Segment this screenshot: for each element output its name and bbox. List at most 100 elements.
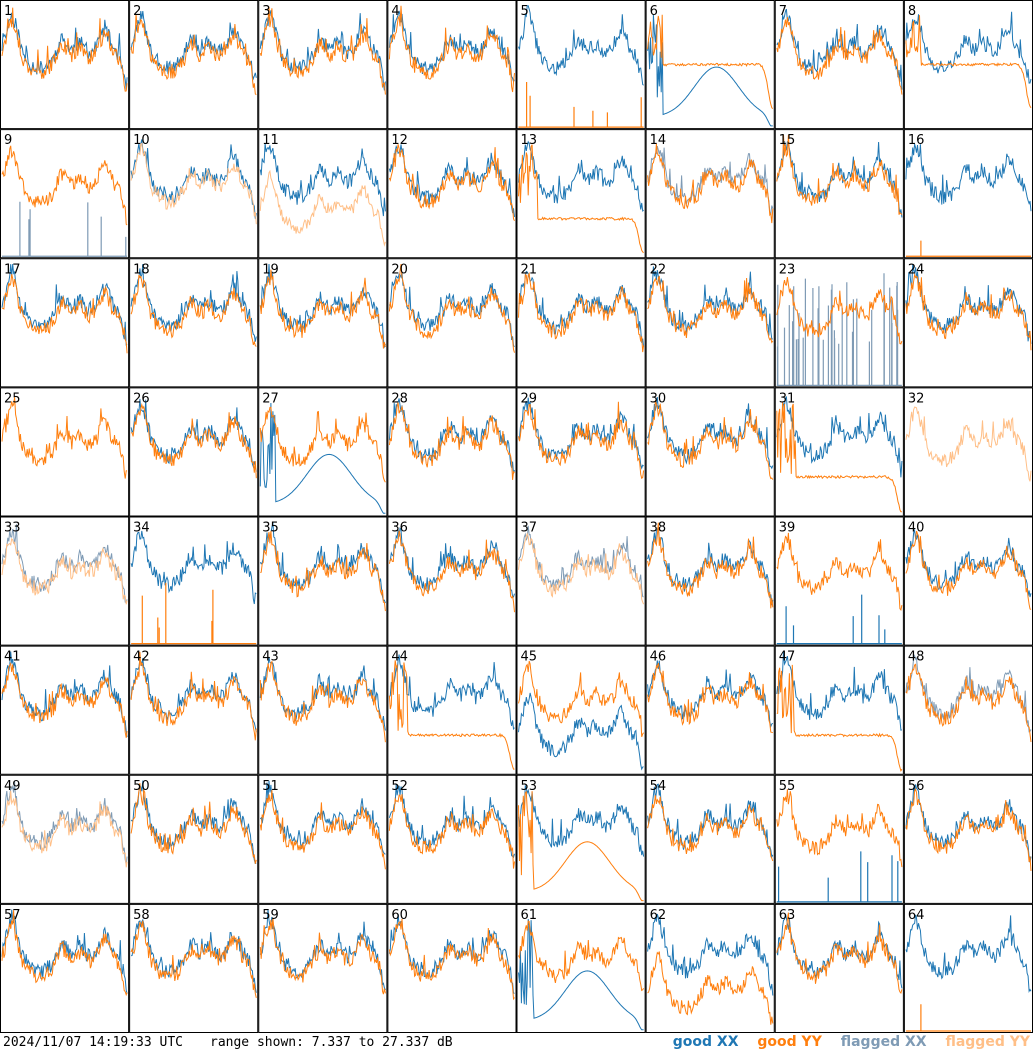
panel-label-3: 3: [262, 4, 270, 19]
panel-6-xx-line: [647, 14, 773, 127]
panel-16: 16: [903, 129, 1033, 259]
panel-label-42: 42: [133, 650, 150, 665]
panel-label-54: 54: [650, 779, 667, 794]
panel-frame-30: [645, 387, 775, 517]
panel-label-4: 4: [391, 4, 399, 19]
panel-64-yy-line: [905, 1004, 1031, 1032]
panel-5-xx-line: [518, 5, 644, 86]
panel-label-58: 58: [133, 908, 150, 923]
panel-frame-10: [129, 129, 259, 259]
panel-33: 33: [0, 516, 130, 646]
panel-frame-41: [0, 645, 130, 775]
panel-12: 12: [387, 129, 517, 259]
panel-45: 45: [516, 645, 646, 775]
panel-label-16: 16: [908, 133, 925, 148]
panel-28-xx-line: [388, 398, 515, 474]
panel-9-xx-line: [2, 201, 128, 257]
panel-frame-26: [129, 387, 259, 517]
panel-label-33: 33: [4, 521, 21, 536]
panel-label-27: 27: [262, 391, 279, 406]
panel-frame-5: [516, 0, 646, 130]
panel-6: 6: [645, 0, 775, 130]
panel-18: 18: [129, 258, 259, 388]
panel-label-57: 57: [4, 908, 21, 923]
panel-49-yy-line: [1, 790, 128, 868]
panel-43-xx-line: [259, 656, 386, 731]
panel-37-yy-line: [518, 532, 645, 605]
panel-label-41: 41: [4, 650, 21, 665]
legend-flagged-yy: flagged YY: [945, 1034, 1030, 1050]
panel-44-xx-line: [388, 654, 515, 731]
panel-label-62: 62: [650, 908, 667, 923]
panel-4-yy-line: [388, 5, 515, 93]
panel-53-xx-line: [518, 785, 645, 857]
panel-42: 42: [129, 645, 259, 775]
panel-63-yy-line: [776, 912, 903, 995]
panel-label-44: 44: [391, 650, 408, 665]
panel-label-1: 1: [4, 4, 12, 19]
panel-frame-24: [903, 258, 1033, 388]
panel-3-xx-line: [259, 10, 386, 91]
panel-38: 38: [645, 516, 775, 646]
panel-frame-59: [258, 903, 388, 1033]
panel-3: 3: [258, 0, 388, 130]
panel-17-yy-line: [1, 274, 128, 354]
panel-3-yy-line: [259, 6, 386, 95]
panel-14-yy-line: [647, 143, 774, 224]
panel-27-yy-line: [259, 406, 386, 483]
panel-40: 40: [903, 516, 1033, 646]
panel-frame-63: [774, 903, 904, 1033]
panel-frame-64: [903, 903, 1033, 1033]
panel-39-yy-line: [776, 532, 903, 612]
panel-label-14: 14: [650, 133, 667, 148]
panel-35-yy-line: [260, 530, 386, 612]
panel-61-yy-line: [518, 920, 645, 992]
panel-frame-36: [387, 516, 517, 646]
panel-label-60: 60: [391, 908, 408, 923]
panel-41-yy-line: [1, 662, 128, 738]
panel-59-yy-line: [259, 917, 386, 995]
panel-27: 27: [258, 387, 388, 517]
panel-61: 61: [516, 903, 646, 1033]
panel-43-yy-line: [259, 660, 386, 743]
panel-label-30: 30: [650, 391, 667, 406]
panel-frame-2: [129, 0, 259, 130]
panel-label-61: 61: [521, 908, 538, 923]
panel-48-yy-line: [905, 663, 1032, 743]
panel-7-yy-line: [776, 17, 903, 95]
panel-19: 19: [258, 258, 388, 388]
panel-label-17: 17: [4, 262, 21, 277]
panel-label-53: 53: [521, 779, 538, 794]
panel-49: 49: [0, 774, 130, 904]
panel-8-xx-line: [905, 11, 1032, 84]
panel-label-55: 55: [779, 779, 796, 794]
panel-51: 51: [258, 774, 388, 904]
panel-53: 53: [516, 774, 646, 904]
panel-label-6: 6: [650, 4, 658, 19]
panel-21: 21: [516, 258, 646, 388]
panel-1: 1: [0, 0, 130, 130]
panel-label-37: 37: [521, 521, 538, 536]
panel-frame-14: [645, 129, 775, 259]
panel-33-yy-line: [1, 537, 128, 605]
panel-41: 41: [0, 645, 130, 775]
panel-7: 7: [774, 0, 904, 130]
panel-42-yy-line: [130, 651, 257, 741]
legend-flagged-xx: flagged XX: [840, 1034, 927, 1050]
panel-43: 43: [258, 645, 388, 775]
panel-48: 48: [903, 645, 1033, 775]
panel-2-yy-line: [130, 14, 257, 96]
panel-30-yy-line: [647, 399, 774, 480]
panel-23: 23: [774, 258, 904, 388]
panel-frame-50: [129, 774, 259, 904]
panel-frame-25: [0, 387, 130, 517]
panel-frame-20: [387, 258, 517, 388]
panel-frame-58: [129, 903, 259, 1033]
panel-label-11: 11: [262, 133, 279, 148]
panel-frame-1: [0, 0, 130, 130]
panel-60-yy-line: [388, 918, 515, 1001]
panel-7-xx-line: [776, 8, 903, 90]
panel-frame-16: [903, 129, 1033, 259]
panel-1-yy-line: [1, 7, 128, 92]
panel-frame-17: [0, 258, 130, 388]
